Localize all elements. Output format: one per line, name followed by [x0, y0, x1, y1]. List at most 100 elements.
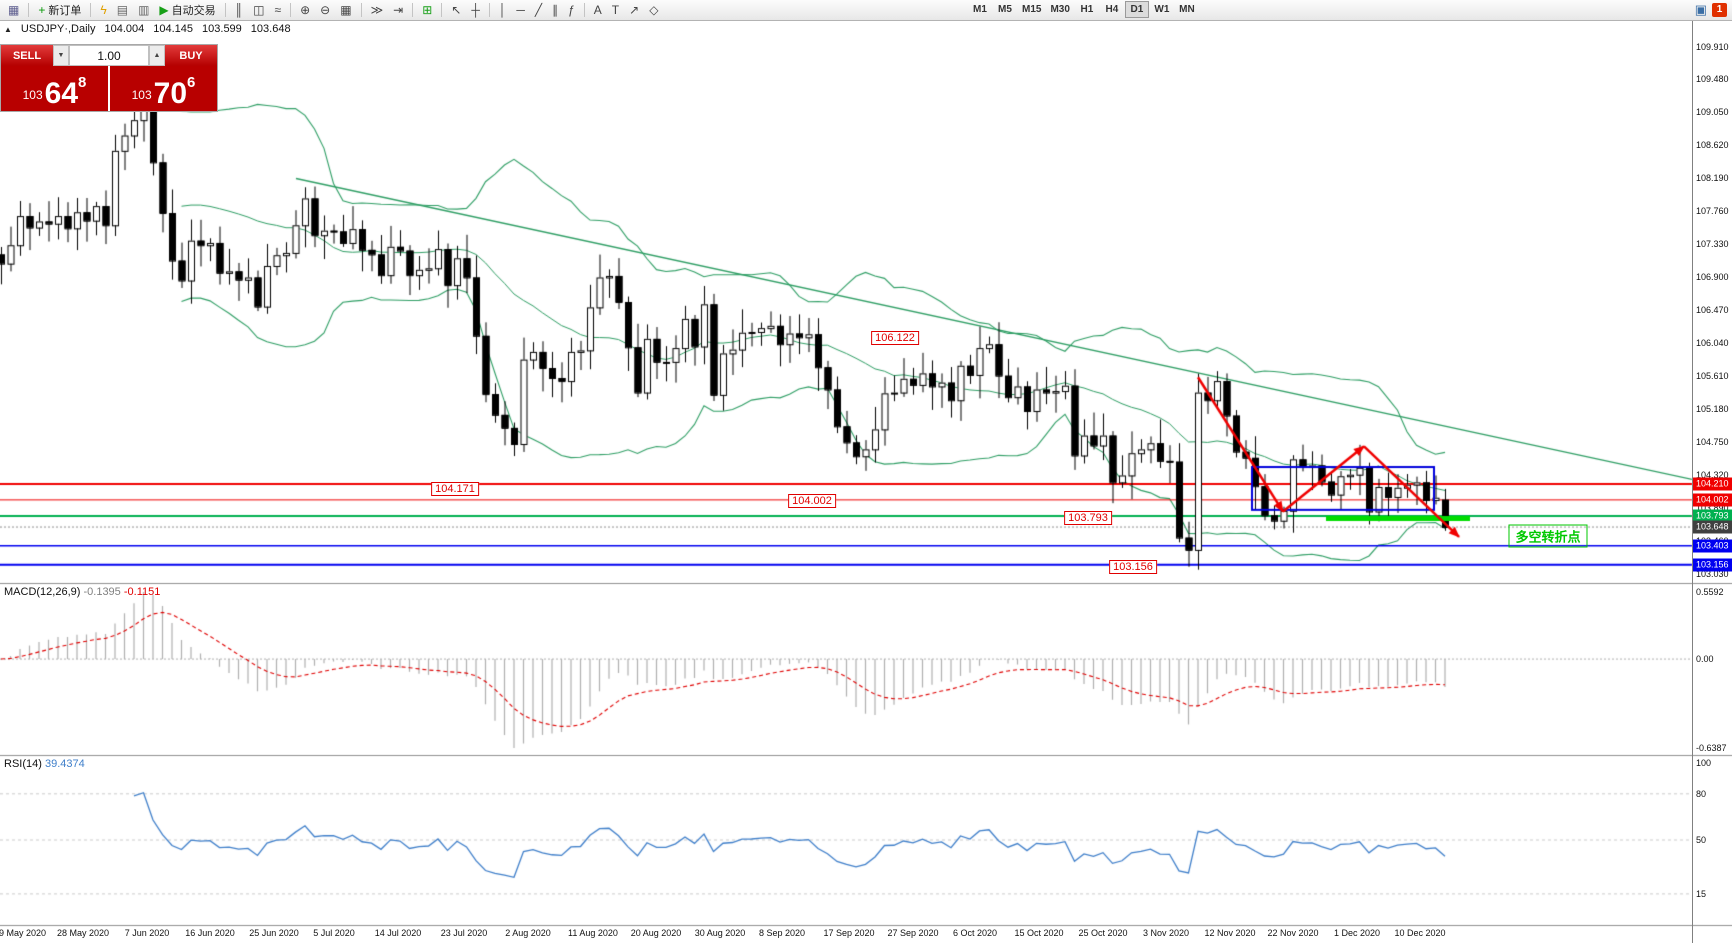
new-order-button-label: 新订单 — [48, 5, 82, 17]
toolbar-separator — [583, 3, 585, 17]
ask-sup: 6 — [187, 74, 196, 91]
open-value: 104.004 — [104, 23, 145, 35]
timeframe-group: M1 M5 M15 M30 H1 H4 D1 W1 MN — [968, 1, 1199, 18]
timeframe-h1[interactable]: H1 — [1075, 1, 1099, 18]
toolbar-group: ║ ◫ ≈ — [230, 0, 286, 20]
quotes-row: 103 64 8 103 70 6 — [1, 66, 217, 111]
depth-of-market-icon[interactable]: ▣ — [1694, 2, 1707, 17]
toolbar-separator — [290, 3, 292, 17]
navigator-icon: ▥ — [138, 3, 150, 17]
timeframe-m5[interactable]: M5 — [993, 1, 1017, 18]
price-scale-label: 107.330 — [1696, 239, 1729, 250]
trendline-icon[interactable]: ╱ — [530, 1, 547, 19]
symbol-period-label: USDJPY·,Daily — [20, 23, 96, 35]
macd-scale-max: 0.5592 — [1696, 587, 1724, 597]
horizontal-line-icon[interactable]: ─ — [511, 1, 530, 19]
tile-windows-icon[interactable]: ▦ — [335, 1, 356, 19]
low-value: 103.599 — [202, 23, 242, 35]
volume-input[interactable] — [69, 45, 149, 66]
channel-icon[interactable]: ∥ — [547, 1, 563, 19]
price-axis[interactable]: 109.910 109.480 109.050 108.620 108.190 107.7… — [1692, 20, 1732, 943]
navigator-icon[interactable]: ▥ — [133, 1, 154, 19]
toolbar-group: ↖ ┼ — [446, 0, 485, 20]
line-chart-icon[interactable]: ≈ — [270, 1, 287, 19]
zoom-in-icon: ⊕ — [300, 3, 311, 17]
arrow-tool-icon[interactable]: ↗ — [624, 1, 644, 19]
bid-quote[interactable]: 103 64 8 — [1, 66, 108, 111]
collapse-panel-icon[interactable]: ▲ — [4, 24, 12, 34]
chart-window-icon[interactable]: ▦ — [3, 1, 24, 19]
indicators-icon[interactable]: ⊞ — [417, 1, 437, 19]
toolbar-right: ▣ 1 — [1695, 2, 1727, 18]
crosshair-icon[interactable]: ┼ — [466, 1, 485, 19]
toolbar-separator — [441, 3, 443, 17]
timeframe-m15[interactable]: M15 — [1018, 1, 1045, 18]
price-tag-103.156: 103.156 — [1693, 558, 1732, 572]
rsi-scale-label: 15 — [1696, 888, 1707, 899]
ask-quote[interactable]: 103 70 6 — [108, 66, 217, 111]
bar-chart-icon: ║ — [234, 3, 244, 17]
bar-chart-icon[interactable]: ║ — [230, 1, 249, 19]
buy-button[interactable]: BUY — [165, 45, 217, 66]
lightning-icon[interactable]: ϟ — [95, 1, 111, 19]
rsi-scale-label: 100 — [1696, 758, 1712, 768]
auto-scroll-icon[interactable]: ≫ — [366, 1, 389, 19]
label-icon[interactable]: T — [607, 1, 624, 19]
close-value: 103.648 — [250, 23, 291, 35]
new-order-button[interactable]: + 新订单 — [33, 1, 86, 19]
toolbar-separator — [224, 3, 226, 17]
notification-badge[interactable]: 1 — [1712, 3, 1727, 17]
fibonacci-icon: ƒ — [568, 3, 575, 17]
market-watch-icon: ▤ — [116, 3, 129, 17]
chart-shift-icon: ⇥ — [393, 3, 404, 17]
trade-controls-row: SELL ▼ ▲ BUY — [1, 45, 217, 66]
vertical-line-icon[interactable]: │ — [494, 1, 512, 19]
toolbar-group: ▦ — [3, 0, 24, 20]
candlestick-chart-icon[interactable]: ◫ — [248, 1, 269, 19]
timeframe-mn[interactable]: MN — [1175, 1, 1199, 18]
cursor-icon[interactable]: ↖ — [446, 1, 466, 19]
fibonacci-icon[interactable]: ƒ — [563, 1, 580, 19]
price-scale-label: 104.320 — [1696, 470, 1729, 481]
price-tag-104.002: 104.002 — [1693, 493, 1732, 507]
label-icon: T — [611, 3, 620, 17]
price-tag-103.793: 103.793 — [1693, 509, 1732, 523]
sell-button[interactable]: SELL — [1, 45, 53, 66]
price-scale-label: 103.890 — [1696, 503, 1729, 513]
ask-big: 70 — [153, 76, 188, 110]
rsi-value: 39.4374 — [44, 758, 85, 770]
timeframe-m30[interactable]: M30 — [1046, 1, 1073, 18]
price-tag-103.403: 103.403 — [1693, 539, 1732, 553]
price-scale-label: 103.030 — [1696, 569, 1729, 580]
new-order-button: + — [38, 3, 46, 17]
rsi-scale-label: 50 — [1696, 835, 1707, 845]
macd-signal-value: -0.1151 — [123, 586, 161, 598]
market-watch-icon[interactable]: ▤ — [112, 1, 133, 19]
timeframe-w1[interactable]: W1 — [1150, 1, 1174, 18]
chart-window-icon: ▦ — [8, 3, 20, 17]
macd-indicator-label: MACD(12,26,9) -0.1395 -0.1151 — [4, 586, 160, 598]
autotrade-button[interactable]: ▶ 自动交易 — [154, 1, 220, 19]
timeframe-m1[interactable]: M1 — [968, 1, 992, 18]
shapes-icon: ◇ — [649, 3, 659, 17]
price-scale-label: 109.910 — [1696, 41, 1729, 52]
zoom-in-icon[interactable]: ⊕ — [295, 1, 315, 19]
tile-windows-icon: ▦ — [340, 3, 352, 17]
toolbar-group: ≫ ⇥ — [366, 0, 409, 20]
volume-increase-button[interactable]: ▲ — [149, 45, 165, 66]
zoom-out-icon[interactable]: ⊖ — [315, 1, 335, 19]
volume-decrease-button[interactable]: ▼ — [53, 45, 69, 66]
timeframe-h4[interactable]: H4 — [1100, 1, 1124, 18]
autotrade-button: ▶ — [159, 3, 169, 17]
toolbar-group: ϟ ▤ ▥ ▶ 自动交易 — [95, 0, 220, 20]
price-scale-label: 106.470 — [1696, 305, 1729, 316]
timeframe-d1[interactable]: D1 — [1124, 1, 1149, 18]
chart-shift-icon[interactable]: ⇥ — [388, 1, 408, 19]
text-icon[interactable]: A — [589, 1, 607, 19]
toolbar-group: ⊞ — [417, 0, 437, 20]
price-scale-label: 109.050 — [1696, 107, 1729, 118]
cursor-icon: ↖ — [451, 3, 462, 17]
shapes-icon[interactable]: ◇ — [644, 1, 663, 19]
